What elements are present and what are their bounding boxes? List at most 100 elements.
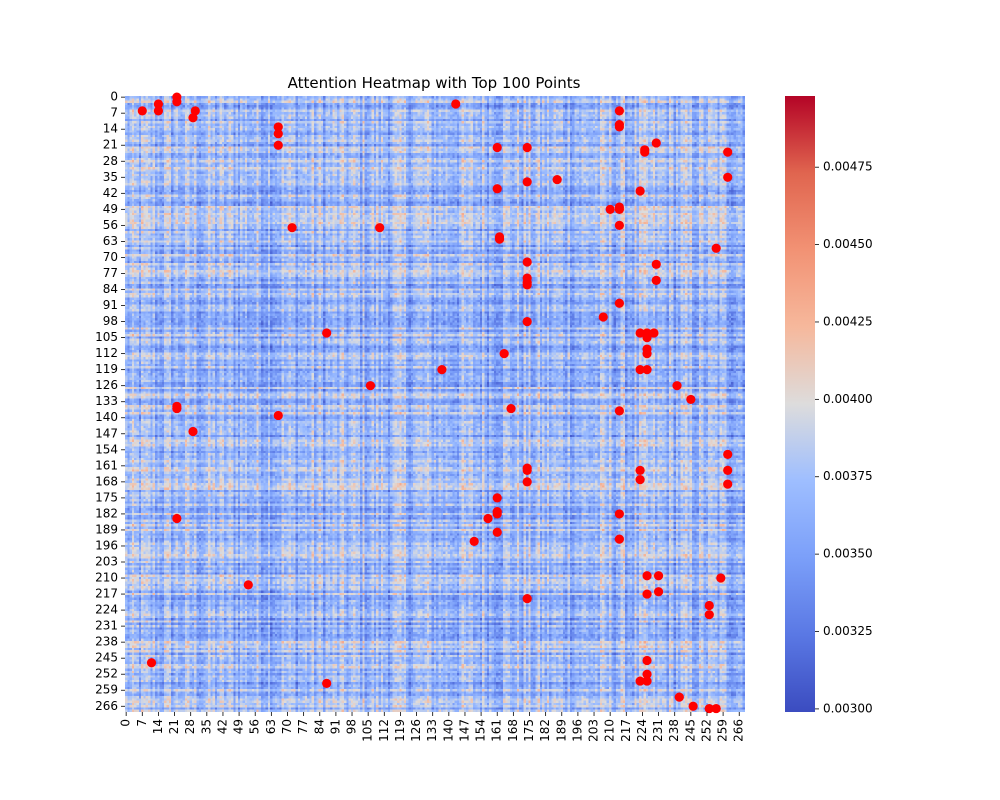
top-point: [322, 678, 332, 688]
colorbar-tick-label: 0.00325: [823, 624, 873, 638]
top-point: [522, 142, 532, 153]
y-tick-label: 238: [95, 635, 118, 649]
x-tick-label: 7: [135, 719, 149, 727]
x-tick-label: 203: [587, 719, 601, 742]
y-tick-label: 98: [103, 314, 118, 328]
y-tick-label: 21: [103, 138, 118, 152]
top-point: [672, 381, 682, 391]
top-point: [614, 509, 624, 519]
y-tick-label: 112: [95, 346, 118, 360]
x-tick-label: 77: [296, 719, 310, 734]
top-point: [716, 573, 726, 583]
top-point: [451, 99, 461, 109]
top-point: [287, 223, 297, 233]
y-tick-label: 196: [95, 538, 118, 552]
y-tick-label: 224: [95, 603, 118, 617]
x-tick-label: 126: [409, 719, 423, 742]
x-tick-label: 245: [683, 719, 697, 742]
top-point: [614, 106, 624, 116]
top-point: [723, 449, 733, 459]
top-point: [437, 365, 447, 375]
y-tick-label: 175: [95, 490, 118, 504]
top-point: [651, 138, 661, 148]
top-point: [635, 465, 645, 476]
x-tick-label: 91: [328, 719, 342, 734]
top-point: [522, 257, 532, 267]
y-tick-label: 119: [95, 362, 118, 376]
top-point: [614, 122, 624, 132]
colorbar: [785, 96, 815, 712]
y-tick-label: 259: [95, 683, 118, 697]
x-tick-label: 189: [554, 719, 568, 742]
colorbar-tick-label: 0.00425: [823, 314, 873, 328]
y-tick-label: 14: [103, 122, 118, 136]
x-tick-label: 98: [345, 719, 359, 734]
x-tick-label: 56: [248, 719, 262, 734]
x-tick-label: 49: [232, 719, 246, 734]
y-tick-label: 266: [95, 699, 118, 713]
top-point: [522, 316, 532, 327]
y-tick-label: 28: [103, 154, 118, 168]
x-tick-label: 14: [151, 719, 165, 734]
y-tick-label: 77: [103, 266, 118, 280]
y-tick-label: 182: [95, 506, 118, 520]
y-tick-label: 7: [110, 106, 118, 120]
top-point: [635, 328, 645, 338]
y-tick-label: 35: [103, 170, 118, 184]
x-tick-label: 105: [361, 719, 375, 742]
top-point: [704, 703, 714, 714]
top-point: [723, 479, 733, 489]
top-point: [522, 594, 532, 604]
y-tick-label: 91: [103, 298, 118, 312]
top-point: [273, 129, 283, 139]
top-point: [614, 202, 624, 212]
top-point: [649, 328, 659, 338]
top-point: [642, 669, 652, 679]
x-tick-label: 231: [651, 719, 665, 742]
colorbar-tick-label: 0.00300: [823, 701, 873, 715]
top-point: [651, 259, 661, 269]
top-point: [273, 140, 283, 150]
top-point: [172, 97, 182, 107]
top-point: [640, 145, 650, 155]
x-tick-label: 147: [457, 719, 471, 742]
top-point: [469, 536, 479, 546]
top-point: [674, 692, 684, 702]
top-point: [653, 587, 664, 597]
top-point: [635, 186, 645, 196]
x-tick-label: 28: [183, 719, 197, 734]
x-tick-label: 35: [199, 719, 213, 734]
x-tick-label: 161: [490, 719, 504, 742]
y-tick-label: 189: [95, 522, 118, 536]
top-point: [153, 99, 164, 109]
x-tick-label: 259: [716, 719, 730, 742]
y-tick-label: 84: [103, 282, 118, 296]
y-tick-label: 154: [95, 442, 118, 456]
x-tick-label: 217: [619, 719, 633, 742]
top-point: [492, 509, 502, 519]
top-point: [492, 184, 502, 194]
top-point: [704, 610, 714, 620]
y-tick-label: 231: [95, 619, 118, 633]
top-point: [494, 232, 505, 242]
top-point: [492, 142, 502, 153]
x-tick-label: 140: [441, 719, 455, 742]
x-axis-ticks: 0 7 14 21 28 35 42 49 56 63 70 77 84 91 98 105 112 119 126…: [119, 712, 746, 742]
top-point: [522, 465, 532, 476]
y-tick-label: 70: [103, 250, 118, 264]
top-point: [172, 513, 182, 524]
top-point: [188, 113, 198, 123]
x-tick-label: 175: [522, 719, 536, 742]
top-point: [653, 571, 664, 581]
x-tick-label: 224: [635, 719, 649, 742]
top-point: [642, 332, 652, 343]
chart-title: Attention Heatmap with Top 100 Points: [288, 74, 581, 92]
x-tick-label: 21: [167, 719, 181, 734]
top-point: [642, 571, 652, 581]
x-tick-label: 252: [699, 719, 713, 742]
heatmap-image: [125, 96, 745, 712]
x-tick-label: 70: [280, 719, 294, 734]
y-tick-label: 245: [95, 651, 118, 665]
top-points: [137, 92, 733, 714]
y-tick-label: 126: [95, 378, 118, 392]
